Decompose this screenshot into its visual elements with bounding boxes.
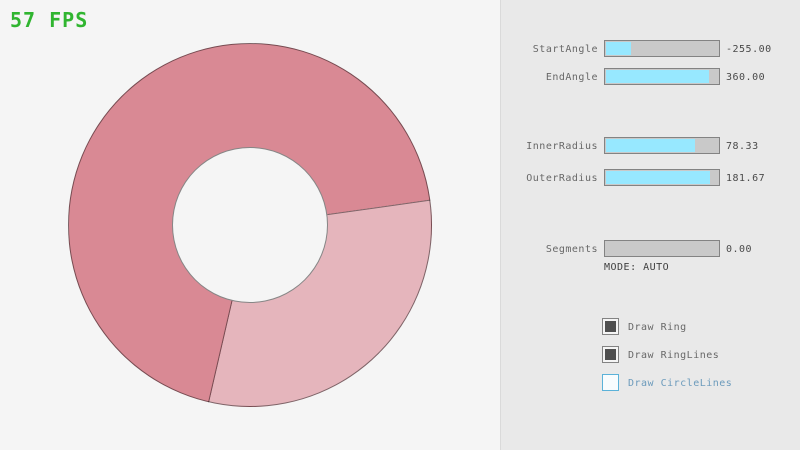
outer-radius-slider[interactable] — [604, 169, 720, 186]
inner-radius-slider[interactable] — [604, 137, 720, 154]
segments-slider[interactable] — [604, 240, 720, 257]
slider-fill — [606, 139, 696, 152]
slider-row-segments: Segments 0.00 — [501, 240, 800, 257]
fps-counter: 57 FPS — [10, 8, 89, 32]
slider-fill — [606, 171, 710, 184]
slider-row-inner-radius: InnerRadius 78.33 — [501, 137, 800, 154]
draw-ringlines-label: Draw RingLines — [628, 350, 720, 361]
outer-radius-value: 181.67 — [726, 173, 766, 184]
checkbox-row-draw-circlelines: Draw CircleLines — [501, 374, 800, 392]
slider-row-start-angle: StartAngle -255.00 — [501, 40, 800, 57]
draw-ringlines-checkbox[interactable] — [602, 346, 619, 363]
start-angle-value: -255.00 — [726, 44, 772, 55]
end-angle-value: 360.00 — [726, 72, 766, 83]
draw-circlelines-checkbox[interactable] — [602, 374, 619, 391]
slider-row-outer-radius: OuterRadius 181.67 — [501, 169, 800, 186]
start-angle-label: StartAngle — [532, 44, 598, 55]
slider-fill — [606, 42, 631, 55]
donut-ring-hole — [172, 147, 328, 303]
checkbox-row-draw-ringlines: Draw RingLines — [501, 346, 800, 364]
outer-radius-label: OuterRadius — [526, 173, 598, 184]
draw-circlelines-label: Draw CircleLines — [628, 378, 733, 389]
segments-value: 0.00 — [726, 244, 753, 255]
checkbox-row-draw-ring: Draw Ring — [501, 318, 800, 336]
end-angle-slider[interactable] — [604, 68, 720, 85]
slider-row-end-angle: EndAngle 360.00 — [501, 68, 800, 85]
controls-panel: StartAngle -255.00 EndAngle 360.00 Inner… — [500, 0, 800, 450]
inner-radius-label: InnerRadius — [526, 141, 598, 152]
end-angle-label: EndAngle — [545, 72, 598, 83]
start-angle-slider[interactable] — [604, 40, 720, 57]
slider-fill — [606, 70, 709, 83]
inner-radius-value: 78.33 — [726, 141, 759, 152]
ring-canvas: 57 FPS — [10, 8, 432, 407]
draw-ring-checkbox[interactable] — [602, 318, 619, 335]
draw-ring-label: Draw Ring — [628, 322, 687, 333]
segments-label: Segments — [545, 244, 598, 255]
mode-label: MODE: AUTO — [604, 262, 670, 273]
